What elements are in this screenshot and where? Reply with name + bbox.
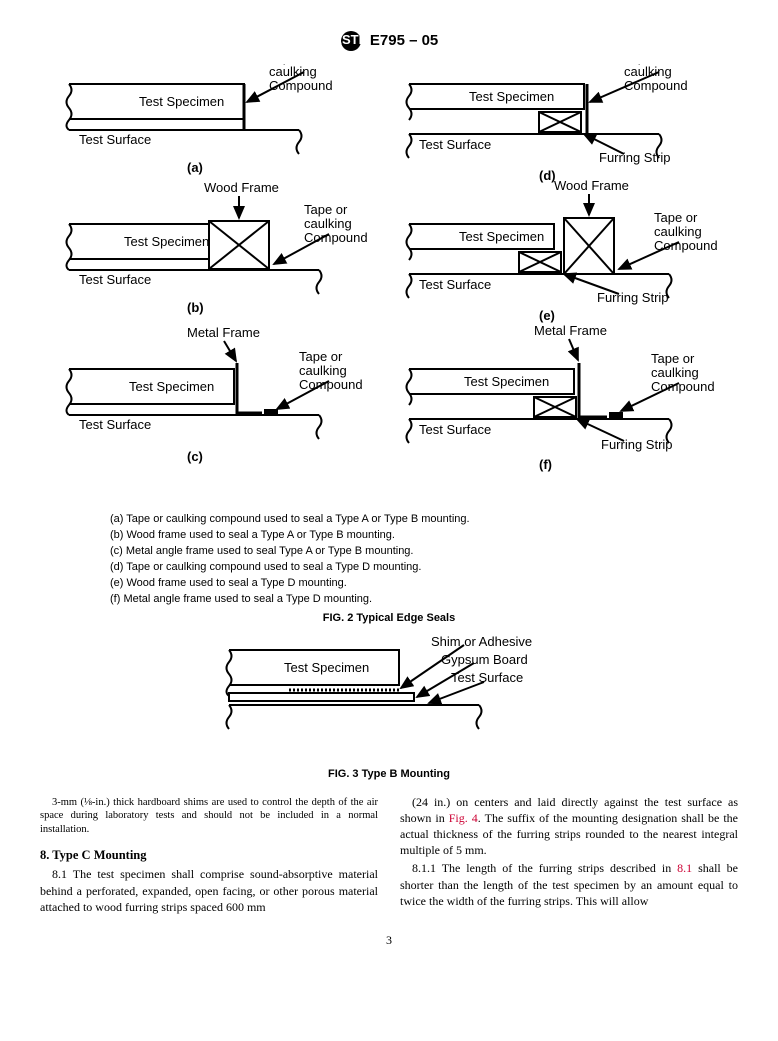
page-header: ASTM E795 – 05 <box>40 30 738 52</box>
body-columns: 3-mm (⅛-in.) thick hardboard shims are u… <box>40 794 738 915</box>
shim-note: 3-mm (⅛-in.) thick hardboard shims are u… <box>40 796 378 837</box>
label-test-specimen: Test Specimen <box>129 379 214 394</box>
label-gypsum: Gypsum Board <box>441 652 528 667</box>
caption-line: (b) Wood frame used to seal a Type A or … <box>110 528 738 544</box>
figure-2: Test Specimen Test Surface Tape or caulk… <box>40 64 738 498</box>
figure-2-caption-list: (a) Tape or caulking compound used to se… <box>110 512 738 608</box>
panel-label-e: (e) <box>539 308 555 323</box>
label-metal-frame: Metal Frame <box>187 325 260 340</box>
astm-logo-icon: ASTM <box>340 30 362 52</box>
figure-3: Test Specimen Shim or Adhesive Gypsum Bo… <box>40 630 738 780</box>
label-tape: Tape or <box>299 349 343 364</box>
label-test-specimen: Test Specimen <box>464 374 549 389</box>
para-8-1b: (24 in.) on centers and laid directly ag… <box>400 794 738 859</box>
fig-4-ref: Fig. 4 <box>449 811 478 825</box>
panel-label-c: (c) <box>187 449 203 464</box>
label-test-surface: Test Surface <box>419 277 491 292</box>
label-test-specimen: Test Specimen <box>459 229 544 244</box>
label-caulk: caulking <box>654 224 702 239</box>
label-test-specimen: Test Specimen <box>469 89 554 104</box>
label-compound: Compound <box>651 379 715 394</box>
label-caulk: caulking <box>624 64 672 79</box>
label-tape: Tape or <box>654 210 698 225</box>
caption-line: (a) Tape or caulking compound used to se… <box>110 512 738 528</box>
caption-line: (e) Wood frame used to seal a Type D mou… <box>110 576 738 592</box>
label-wood-frame: Wood Frame <box>554 178 629 193</box>
label-compound: Compound <box>299 377 363 392</box>
figure-3-svg: Test Specimen Shim or Adhesive Gypsum Bo… <box>179 630 599 760</box>
label-furring: Furring Strip <box>599 150 671 165</box>
label-metal-frame: Metal Frame <box>534 323 607 338</box>
figure-2-title: FIG. 2 Typical Edge Seals <box>40 612 738 624</box>
figure-3-title: FIG. 3 Type B Mounting <box>40 768 738 780</box>
label-caulk: caulking <box>299 363 347 378</box>
caption-line: (f) Metal angle frame used to seal a Typ… <box>110 592 738 608</box>
label-test-surface: Test Surface <box>419 422 491 437</box>
panel-label-f: (f) <box>539 457 552 472</box>
label-caulk: caulking <box>304 216 352 231</box>
section-8-heading: 8. Type C Mounting <box>40 847 378 864</box>
figure-2-svg: Test Specimen Test Surface Tape or caulk… <box>59 64 719 494</box>
label-compound: Compound <box>304 230 368 245</box>
para-8-1a: 8.1 The test specimen shall comprise sou… <box>40 866 378 915</box>
designation-text: E795 – 05 <box>370 32 438 49</box>
label-compound: Compound <box>269 78 333 93</box>
label-furring: Furring Strip <box>597 290 669 305</box>
caption-line: (d) Tape or caulking compound used to se… <box>110 560 738 576</box>
label-wood-frame: Wood Frame <box>204 180 279 195</box>
label-test-surface: Test Surface <box>79 272 151 287</box>
panel-label-a: (a) <box>187 160 203 175</box>
sec-8-1-ref: 8.1 <box>677 861 692 875</box>
page-number: 3 <box>40 933 738 948</box>
para-8-1-1-before: 8.1.1 The length of the furring strips d… <box>412 861 677 875</box>
label-compound: Compound <box>654 238 718 253</box>
label-test-specimen: Test Specimen <box>124 234 209 249</box>
label-caulk: caulking <box>651 365 699 380</box>
caption-line: (c) Metal angle frame used to seal Type … <box>110 544 738 560</box>
label-tape: Tape or <box>304 202 348 217</box>
para-8-1-1: 8.1.1 The length of the furring strips d… <box>400 860 738 909</box>
label-test-specimen: Test Specimen <box>139 94 224 109</box>
label-test-surface: Test Surface <box>451 670 523 685</box>
label-furring: Furring Strip <box>601 437 673 452</box>
label-shim: Shim or Adhesive <box>431 634 532 649</box>
panel-label-b: (b) <box>187 300 204 315</box>
label-caulk: caulking <box>269 64 317 79</box>
label-compound: Compound <box>624 78 688 93</box>
label-test-specimen: Test Specimen <box>284 660 369 675</box>
label-test-surface: Test Surface <box>79 417 151 432</box>
label-test-surface: Test Surface <box>79 132 151 147</box>
label-test-surface: Test Surface <box>419 137 491 152</box>
svg-text:ASTM: ASTM <box>340 32 362 47</box>
label-tape: Tape or <box>651 351 695 366</box>
